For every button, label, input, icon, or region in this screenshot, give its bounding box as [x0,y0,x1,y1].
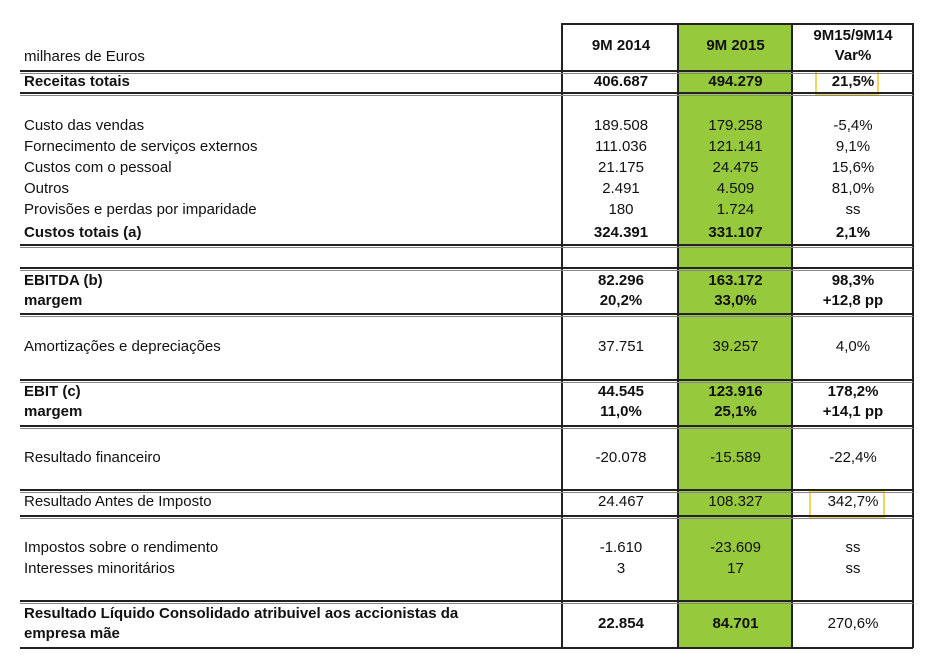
final-row-value-9m2015: 84.701 [712,615,759,632]
row-label: Custos com o pessoal [24,159,172,176]
row-separator [20,70,913,74]
value-var: -22,4% [829,449,877,466]
value-var: 2,1% [835,224,871,241]
value-var: ss [845,560,861,577]
value-9m2015: 1.724 [716,201,755,218]
column-header-9m2015: 9M 2015 [706,37,765,54]
row-separator [20,379,913,383]
row-separator [20,92,913,96]
value-9m2014: -1.610 [599,539,643,556]
value-9m2014: 24.467 [598,493,644,510]
row-label: Receitas totais [24,73,130,90]
row-separator [20,425,913,429]
value-9m2014: 44.545 [598,383,644,400]
value-9m2014: 20,2% [599,292,643,309]
row-label: Outros [24,180,70,197]
value-var: ss [845,201,861,218]
value-9m2015: 39.257 [712,338,759,355]
row-label: margem [24,403,83,420]
final-row-value-var: 270,6% [827,615,879,632]
value-9m2014: 3 [616,560,626,577]
column-header-var-line1: 9M15/9M14 [813,27,893,44]
value-9m2014: -20.078 [595,449,647,466]
value-9m2015: -23.609 [710,539,761,556]
column-divider [791,24,793,648]
row-separator [20,515,913,519]
column-header-9m2014: 9M 2014 [591,37,651,54]
highlight-column-9m2015 [678,24,791,648]
value-9m2014: 189.508 [593,117,649,134]
row-label: margem [24,292,83,309]
row-label: Custo das vendas [24,117,145,134]
value-var: 81,0% [831,180,875,197]
row-label: Resultado Antes de Imposto [24,493,212,510]
value-var: -5,4% [833,117,873,134]
value-var: +14,1 pp [822,403,884,420]
value-9m2014: 82.296 [598,272,644,289]
value-9m2015: -15.589 [710,449,761,466]
row-label: EBIT (c) [24,383,81,400]
final-row-label-line2: empresa mãe [24,625,120,642]
value-9m2015: 17 [727,560,744,577]
row-separator [20,267,913,271]
value-9m2014: 21.175 [598,159,644,176]
row-label: Provisões e perdas por imparidade [24,201,257,218]
value-9m2015: 25,1% [714,403,757,420]
header-top-border [561,23,914,25]
value-var: 15,6% [831,159,875,176]
value-9m2014: 324.391 [593,224,649,241]
value-9m2015: 108.327 [708,493,763,510]
value-9m2014: 406.687 [593,73,649,90]
value-9m2014: 2.491 [602,180,640,197]
value-9m2015: 179.258 [708,117,763,134]
row-label: Interesses minoritários [24,560,175,577]
value-9m2014: 37.751 [598,338,644,355]
column-divider [561,24,563,648]
value-var: 4,0% [835,338,871,355]
value-var: ss [845,539,861,556]
value-9m2014: 11,0% [600,403,642,420]
row-label: Custos totais (a) [24,224,142,241]
row-label: EBITDA (b) [24,272,103,289]
row-separator [20,244,913,248]
value-9m2015: 331.107 [708,224,763,241]
value-9m2015: 4.509 [716,180,755,197]
row-separator [20,489,913,493]
value-var: 178,2% [827,383,879,400]
row-label: Fornecimento de serviços externos [24,138,258,155]
value-9m2014: 180 [608,201,634,218]
value-var: 98,3% [831,272,875,289]
final-row-value-9m2014: 22.854 [598,615,644,632]
row-label: Amortizações e depreciações [24,338,221,355]
value-9m2015: 163.172 [708,272,763,289]
row-label: Resultado financeiro [24,449,161,466]
value-9m2015: 121.141 [708,138,763,155]
value-9m2014: 111.036 [595,138,647,155]
row-separator [20,600,913,604]
highlight-box-rai-var [809,490,885,518]
unit-label: milhares de Euros [24,48,145,65]
value-var: 9,1% [835,138,871,155]
value-var: 342,7% [827,493,879,510]
value-9m2015: 24.475 [712,159,759,176]
table-bottom-border [20,647,913,649]
row-label: Impostos sobre o rendimento [24,539,219,556]
column-divider [912,24,914,648]
column-divider [677,24,679,648]
column-header-var-line2: Var% [834,47,872,64]
value-var: +12,8 pp [822,292,884,309]
row-separator [20,313,913,317]
value-9m2015: 123.916 [708,383,763,400]
value-9m2015: 494.279 [708,73,763,90]
value-9m2015: 33,0% [714,292,757,309]
value-var: 21,5% [831,73,875,90]
final-row-label-line1: Resultado Líquido Consolidado atribuivel… [24,605,459,622]
